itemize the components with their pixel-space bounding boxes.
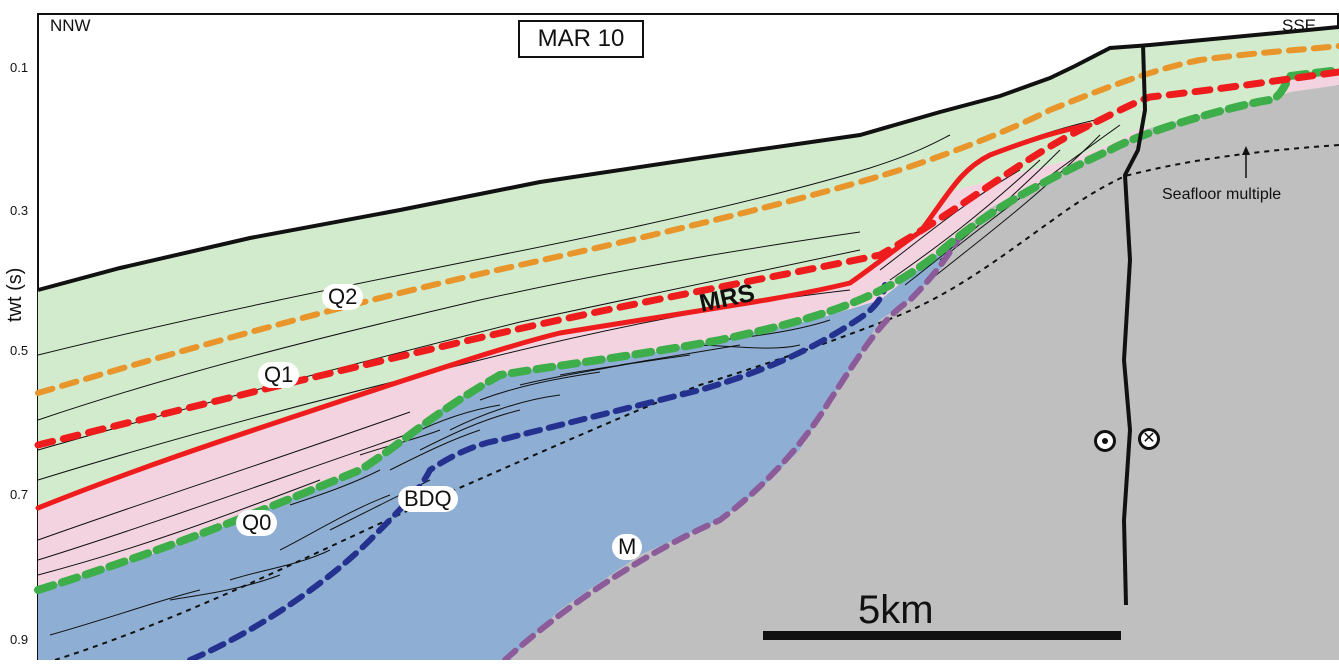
into-page-motion-icon: ✕ (1138, 428, 1160, 450)
seafloor-multiple-line (54, 144, 1339, 661)
tick-label: 0.3 (10, 203, 29, 218)
left-direction-label: NNW (50, 16, 91, 35)
basement-fill (510, 85, 1339, 660)
scale-bar-label: 5km (858, 588, 934, 632)
q2-label: Q2 (322, 284, 364, 310)
m-horizon (502, 225, 968, 663)
mrs-horizon (35, 122, 1093, 511)
section-title: MAR 10 (518, 20, 644, 58)
bdq-horizon (187, 282, 888, 663)
q1-horizon (34, 68, 1339, 449)
tick-label: 0.7 (10, 487, 29, 502)
multiple-pointer-arrowhead (1242, 146, 1250, 155)
scale-bar (763, 631, 1121, 640)
q1-label: Q1 (258, 362, 300, 388)
out-of-page-motion-icon (1094, 430, 1116, 452)
bdq-label: BDQ (398, 486, 458, 512)
q0-horizon (34, 66, 1339, 594)
right-direction-label: SSE (1282, 16, 1317, 35)
seafloor-multiple-label: Seafloor multiple (1162, 186, 1282, 203)
unit-blue-fill (38, 228, 965, 660)
unit-pink-fill (38, 70, 1339, 590)
m-label: M (612, 534, 643, 560)
q0-label: Q0 (236, 510, 278, 536)
strike-slip-fault (1121, 43, 1148, 606)
tick-label: 0.1 (10, 60, 29, 75)
internal-reflectors (37, 119, 1121, 636)
tick-label: 0.9 (10, 632, 29, 647)
tick-label: 0.5 (10, 343, 29, 358)
seafloor-line (37, 25, 1339, 292)
y-axis-title: twt (s) (4, 267, 26, 322)
